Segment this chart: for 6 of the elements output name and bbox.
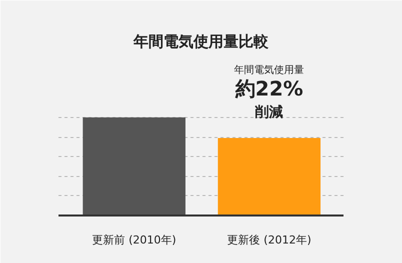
text: 年間電気使用量 [234,64,304,76]
text: 約22% [234,76,304,101]
x-tick-label: 更新後 (2012年) [227,234,312,246]
annotation: 削減 [254,104,284,120]
x-tick-label: 更新前 (2010年) [92,234,176,246]
chart-title: 年間電気使用量比較 [132,32,270,50]
